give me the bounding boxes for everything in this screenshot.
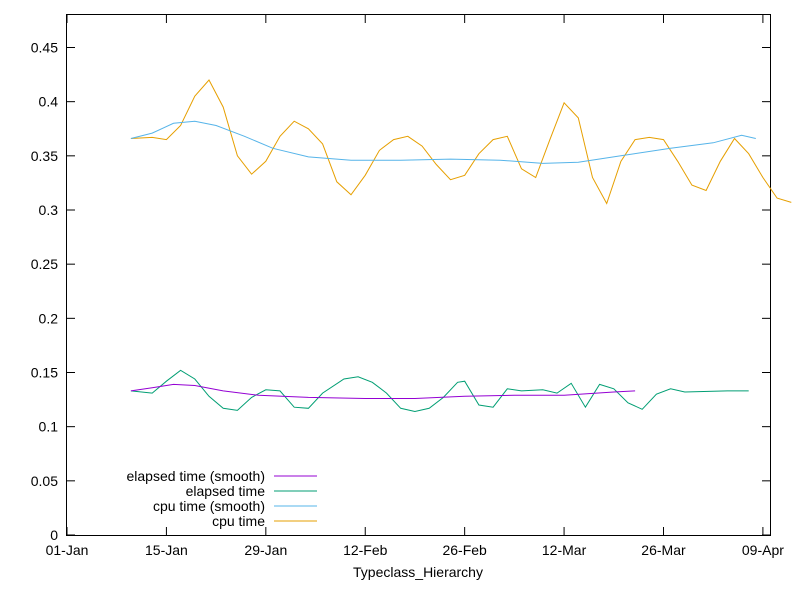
y-tick-label: 0.15	[31, 365, 58, 381]
x-axis-label: Typeclass_Hierarchy	[353, 564, 483, 580]
series-line-3	[130, 79, 792, 205]
y-tick-label: 0.4	[39, 94, 59, 110]
x-tick-label: 12-Feb	[343, 542, 388, 558]
y-tick-label: 0.25	[31, 256, 58, 272]
y-tick-label: 0.45	[31, 40, 58, 56]
x-tick-label: 09-Apr	[742, 542, 784, 558]
y-tick-label: 0	[50, 527, 58, 543]
x-tick-label: 26-Feb	[442, 542, 487, 558]
legend-label: elapsed time	[186, 483, 266, 499]
y-axis: 0 0.05 0.1 0.15 0.2 0.25 0.3 0.35 0.4 0.45	[31, 40, 770, 543]
x-tick-label: 01-Jan	[46, 542, 89, 558]
legend-label: elapsed time (smooth)	[126, 468, 265, 484]
legend-label: cpu time	[212, 513, 265, 529]
series-line-1	[130, 369, 749, 413]
y-tick-label: 0.35	[31, 148, 58, 164]
y-tick-label: 0.05	[31, 473, 58, 489]
y-tick-label: 0.2	[39, 310, 59, 326]
legend-label: cpu time (smooth)	[153, 498, 265, 514]
plot-frame	[66, 14, 771, 536]
y-tick-label: 0.3	[39, 202, 59, 218]
x-tick-label: 15-Jan	[145, 542, 188, 558]
x-tick-label: 12-Mar	[542, 542, 587, 558]
x-axis: 01-Jan 15-Jan 29-Jan 12-Feb 26-Feb 12-Mar 26-M…	[46, 15, 784, 558]
x-tick-label: 29-Jan	[244, 542, 287, 558]
y-tick-label: 0.1	[39, 419, 59, 435]
series-line-0	[130, 383, 636, 399]
series-layer	[130, 79, 792, 413]
series-line-2	[130, 120, 756, 164]
x-tick-label: 26-Mar	[641, 542, 686, 558]
